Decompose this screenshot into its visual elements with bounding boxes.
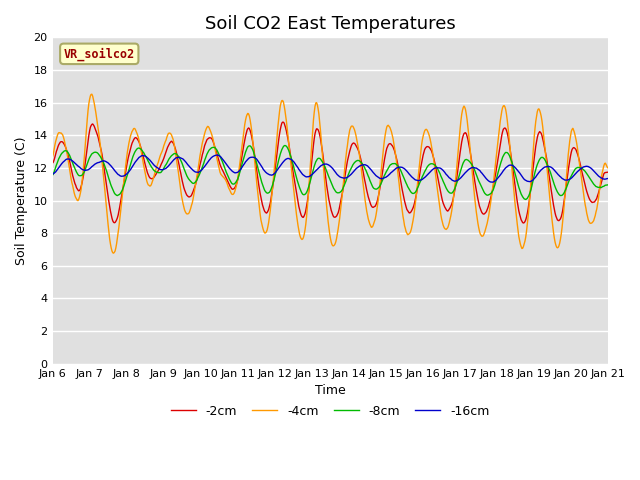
-8cm [398, 171, 406, 177]
-16cm [213, 152, 221, 158]
-16cm [172, 155, 180, 161]
Legend: -2cm, -4cm, -8cm, -16cm: -2cm, -4cm, -8cm, -16cm [166, 400, 495, 423]
-4cm [415, 164, 423, 169]
-8cm [59, 150, 67, 156]
-4cm [604, 165, 611, 170]
-4cm [117, 203, 125, 208]
Text: VR_soilco2: VR_soilco2 [63, 47, 135, 60]
-8cm [202, 156, 209, 161]
Line: -16cm: -16cm [52, 155, 607, 182]
-4cm [88, 91, 96, 97]
Line: -8cm: -8cm [52, 145, 607, 200]
Title: Soil CO2 East Temperatures: Soil CO2 East Temperatures [205, 15, 456, 33]
-16cm [49, 171, 56, 177]
-16cm [415, 178, 422, 183]
-4cm [49, 154, 56, 160]
-4cm [173, 164, 181, 169]
Line: -2cm: -2cm [52, 122, 607, 223]
-2cm [49, 160, 56, 166]
-8cm [116, 192, 124, 197]
-8cm [604, 182, 611, 188]
-2cm [604, 169, 611, 175]
-2cm [116, 204, 124, 210]
-16cm [116, 173, 124, 179]
-2cm [59, 139, 67, 145]
-16cm [604, 176, 611, 181]
-2cm [279, 119, 287, 125]
-4cm [203, 124, 211, 130]
-8cm [281, 143, 289, 148]
-16cm [489, 180, 497, 185]
-2cm [520, 220, 527, 226]
-16cm [398, 165, 406, 170]
-2cm [202, 141, 209, 146]
-2cm [172, 148, 180, 154]
-2cm [398, 187, 406, 192]
-2cm [415, 180, 422, 185]
-8cm [522, 197, 529, 203]
-4cm [399, 214, 407, 219]
-8cm [415, 183, 422, 189]
-16cm [59, 160, 67, 166]
X-axis label: Time: Time [315, 384, 346, 397]
-16cm [202, 163, 209, 168]
Line: -4cm: -4cm [52, 94, 607, 253]
Y-axis label: Soil Temperature (C): Soil Temperature (C) [15, 136, 28, 265]
-4cm [109, 250, 117, 256]
-4cm [59, 132, 67, 138]
-8cm [172, 151, 180, 156]
-8cm [49, 172, 56, 178]
